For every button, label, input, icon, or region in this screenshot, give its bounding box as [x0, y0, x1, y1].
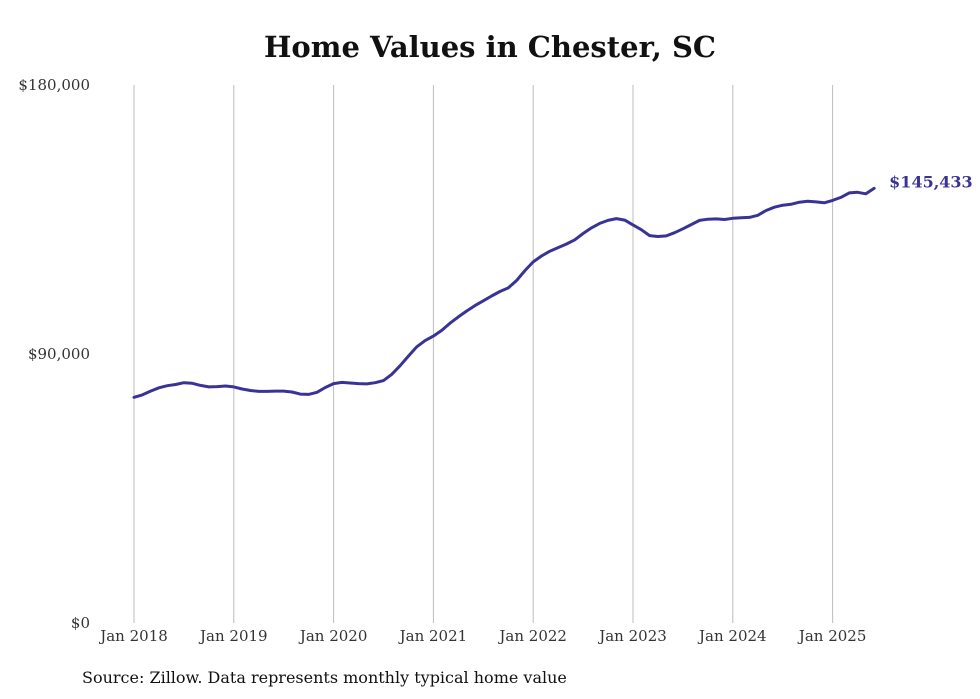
- x-tick-label: Jan 2022: [497, 627, 567, 645]
- x-gridlines: [133, 85, 834, 623]
- source-note: Source: Zillow. Data represents monthly …: [82, 668, 567, 687]
- y-tick-label: $90,000: [28, 345, 90, 363]
- x-axis-ticks: Jan 2018 Jan 2019 Jan 2020 Jan 2021 Jan 2022…: [98, 627, 866, 645]
- x-tick-label: Jan 2024: [697, 627, 767, 645]
- x-tick-label: Jan 2025: [797, 627, 867, 645]
- x-tick-label: Jan 2021: [398, 627, 468, 645]
- chart-title: Home Values in Chester, SC: [264, 30, 716, 64]
- home-value-line: [132, 186, 876, 399]
- x-tick-label: Jan 2020: [298, 627, 368, 645]
- y-tick-label: $180,000: [18, 76, 90, 94]
- x-tick-label: Jan 2019: [198, 627, 268, 645]
- y-axis-ticks: $0 $90,000 $180,000: [18, 76, 90, 632]
- y-tick-label: $0: [71, 614, 90, 632]
- x-tick-label: Jan 2018: [98, 627, 168, 645]
- x-tick-label: Jan 2023: [597, 627, 667, 645]
- end-value-label: $145,433: [889, 172, 973, 191]
